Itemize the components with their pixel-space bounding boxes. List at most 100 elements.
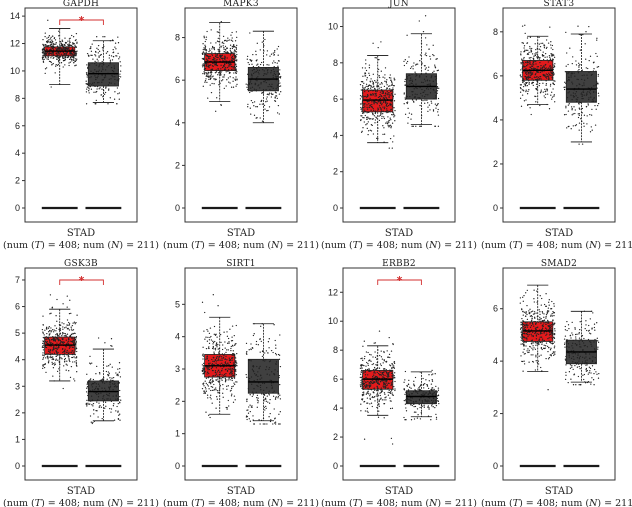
panel-title: ERBB2	[382, 259, 416, 269]
significance-asterisk: *	[79, 274, 85, 287]
tumor-point	[389, 137, 392, 140]
normal-point	[592, 99, 594, 101]
tumor-point	[64, 37, 66, 39]
tumor-point	[204, 386, 207, 389]
tumor-point	[75, 50, 77, 53]
normal-point	[593, 68, 595, 70]
tumor-point	[552, 78, 554, 80]
tumor-point	[385, 396, 387, 398]
normal-point	[254, 373, 256, 375]
normal-point	[586, 115, 588, 117]
normal-point	[423, 390, 425, 392]
normal-point	[570, 72, 572, 74]
tumor-point	[71, 333, 73, 335]
tumor-point	[527, 78, 529, 80]
normal-point	[590, 114, 593, 116]
normal-point	[250, 60, 253, 62]
tumor-point	[226, 388, 228, 390]
tumor-point	[211, 363, 214, 365]
tumor-point	[64, 57, 66, 59]
tumor-point	[540, 89, 542, 91]
tumor-point	[527, 324, 529, 326]
tumor-point	[374, 368, 376, 370]
y-tick-label: 0	[175, 461, 180, 471]
tumor-point	[393, 116, 395, 118]
tumor-point	[535, 60, 537, 63]
tumor-point	[520, 87, 522, 90]
tumor-point	[385, 89, 387, 91]
normal-point	[278, 113, 280, 115]
tumor-point	[62, 326, 64, 328]
tumor-point	[541, 342, 543, 344]
normal-point	[112, 379, 114, 382]
tumor-point	[554, 101, 556, 103]
normal-point	[98, 385, 101, 387]
tumor-point	[64, 350, 66, 352]
normal-point	[269, 374, 271, 376]
normal-point	[112, 51, 115, 53]
normal-point	[408, 56, 410, 58]
tumor-point	[68, 338, 70, 341]
tumor-point	[548, 334, 551, 336]
tumor-point	[529, 315, 532, 317]
normal-point	[435, 394, 437, 396]
normal-point	[276, 84, 279, 86]
x-sublabel-part: ) = 211)	[279, 498, 319, 507]
tumor-point	[540, 64, 542, 67]
normal-point	[419, 104, 421, 107]
tumor-point	[232, 385, 234, 387]
normal-point	[245, 83, 247, 85]
tumor-point	[214, 359, 216, 361]
normal-point	[95, 76, 97, 79]
tumor-point	[525, 65, 528, 67]
tumor-point	[51, 63, 53, 66]
tumor-point	[521, 322, 524, 325]
tumor-point	[391, 84, 393, 86]
tumor-point	[548, 79, 550, 81]
tumor-point	[532, 354, 534, 356]
normal-point	[436, 104, 439, 106]
tumor-point	[526, 350, 528, 352]
normal-point	[262, 423, 264, 425]
tumor-point	[550, 41, 552, 43]
normal-point	[596, 66, 598, 68]
tumor-point	[525, 90, 527, 93]
normal-point	[566, 127, 568, 129]
tumor-point	[550, 47, 552, 49]
tumor-point	[369, 84, 371, 87]
tumor-point	[381, 372, 384, 374]
normal-point	[102, 68, 104, 71]
tumor-point	[522, 78, 524, 80]
tumor-point	[57, 359, 59, 361]
normal-point	[272, 423, 274, 425]
normal-point	[247, 409, 249, 411]
normal-point	[91, 362, 93, 364]
normal-point	[275, 363, 277, 365]
tumor-point	[220, 378, 222, 380]
tumor-point	[62, 56, 64, 58]
normal-point	[99, 373, 101, 375]
normal-point	[427, 110, 429, 113]
tumor-point	[42, 324, 45, 326]
tumor-point	[76, 50, 78, 52]
tumor-point	[42, 367, 44, 370]
normal-point	[435, 104, 438, 107]
tumor-point	[46, 41, 48, 44]
normal-point	[566, 80, 569, 82]
normal-point	[264, 352, 266, 354]
tumor-point	[46, 51, 49, 53]
tumor-point	[374, 372, 376, 374]
tumor-point	[234, 72, 237, 74]
normal-point	[578, 66, 580, 68]
tumor-point	[536, 333, 538, 335]
tumor-point	[535, 52, 537, 54]
tumor-point	[47, 19, 49, 21]
tumor-point	[521, 337, 523, 339]
normal-point	[249, 59, 252, 61]
tumor-point	[377, 71, 379, 73]
tumor-point	[62, 48, 64, 50]
tumor-point	[209, 379, 211, 382]
tumor-point	[377, 46, 379, 49]
normal-point	[88, 88, 90, 90]
tumor-point	[52, 328, 54, 331]
